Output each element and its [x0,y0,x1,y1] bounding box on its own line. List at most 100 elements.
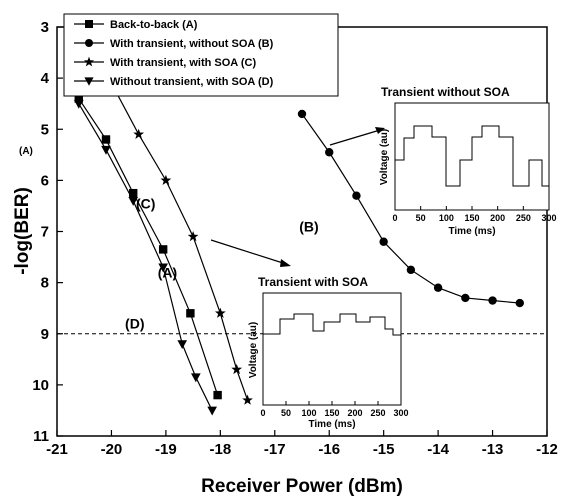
data-point [133,128,145,139]
data-point [515,298,524,308]
data-point [101,135,111,144]
x-axis-title: Receiver Power (dBm) [201,476,403,497]
inset-tick-label: 300 [541,213,556,223]
data-point [158,245,168,254]
legend-marker [85,39,93,47]
data-point [379,237,388,246]
data-point [231,363,243,375]
inset-without-soa-xlabel: Time (ms) [448,226,495,237]
x-tick-label: -12 [536,441,558,458]
arrowhead-inset-with-soa [280,259,291,267]
y-tick-label: 11 [33,428,49,445]
side-note-label: (A) [19,146,33,157]
data-point [191,373,201,383]
arrowhead-inset-without-soa [375,127,385,134]
inset-tick-label: 50 [281,408,291,418]
series-line [113,88,249,401]
series-2 [297,109,524,308]
x-tick-label: -16 [318,441,340,458]
inset-tick-label: 100 [439,213,454,223]
series-1 [74,94,222,400]
data-point [352,191,361,200]
inset-tick-label: 100 [301,408,316,418]
inset-without-soa-ticks: 0 50 100 150 200 250 300 [392,206,557,223]
inset-tick-label: 50 [416,213,426,223]
data-point [73,99,84,109]
legend-box [63,13,339,97]
data-point [433,283,443,292]
y-axis-title: -log(BER) [12,187,33,275]
y-tick-label: 4 [41,70,50,87]
data-point [128,197,139,206]
series-3 [108,82,253,405]
inset-tick-label: 200 [490,213,505,223]
legend-label: With transient, with SOA (C) [110,57,256,69]
x-tick-label: -17 [264,441,286,458]
legend-item: With transient, without SOA (B) [74,38,274,50]
data-point [158,263,168,273]
annotation-layer: (A) (B) (C) (D) [125,195,319,331]
y-tick-label: 5 [41,121,49,138]
legend-item: With transient, with SOA (C) [74,56,256,69]
data-point [101,145,111,155]
y-axis-ticks: 3 4 5 6 7 8 9 10 11 [32,19,63,445]
data-point [207,406,217,416]
inset-with-soa: Transient with SOA 0 50 100 150 200 250 300 Ti… [248,275,409,430]
y-tick-label: 6 [41,172,49,189]
x-axis-ticks: -21 -20 -19 -18 -17 -16 -15 -14 -13 -12 [46,430,558,458]
y-tick-label: 10 [32,377,49,394]
x-tick-label: -13 [482,441,504,458]
plot-area: -21 -20 -19 -18 -17 -16 -15 -14 -13 -12 3 4 5 6 7 8 9 10… [32,19,558,458]
inset-with-soa-frame [262,292,402,406]
inset-tick-label: 250 [370,408,385,418]
inset-with-soa-trace [263,313,401,336]
data-point [406,265,416,275]
curve-annotation: (A) [158,265,177,281]
data-point [488,296,497,305]
y-tick-label: 8 [41,275,49,292]
legend-label: Without transient, with SOA (D) [110,76,274,88]
inset-tick-label: 0 [260,408,265,418]
legend-marker [83,56,95,67]
inset-tick-label: 0 [392,213,397,223]
data-point [187,230,199,242]
data-point [160,174,172,185]
inset-with-soa-title: Transient with SOA [258,275,368,289]
inset-tick-label: 250 [516,213,531,223]
legend-item: Back-to-back (A) [74,19,198,31]
series-line [78,98,219,396]
y-tick-label: 7 [41,224,49,241]
inset-tick-label: 300 [393,408,408,418]
data-point [325,148,334,157]
inset-with-soa-ylabel: Voltage (au) [248,322,259,378]
legend-label: With transient, without SOA (B) [110,38,274,50]
x-tick-label: -15 [373,441,395,458]
curve-annotation: (D) [125,316,144,332]
inset-with-soa-xlabel: Time (ms) [308,419,355,430]
legend-item: Without transient, with SOA (D) [74,76,274,88]
curve-annotation: (C) [136,195,155,211]
x-tick-label: -21 [46,441,68,458]
data-point [74,94,83,103]
data-point [242,394,253,405]
arrow-to-inset-without-soa [329,129,381,146]
legend-label: Back-to-back (A) [110,19,198,31]
series-layer [73,82,524,416]
data-point [297,109,307,119]
data-point [461,293,470,303]
inset-tick-label: 150 [464,213,479,223]
legend-marker [84,77,94,86]
inset-without-soa-trace [395,125,549,187]
inset-without-soa-title: Transient without SOA [381,85,510,99]
data-point [186,309,195,318]
inset-without-soa: Transient without SOA 0 50 100 150 200 250 300… [379,85,557,237]
curve-annotation: (B) [299,219,318,235]
arrow-to-inset-with-soa [210,239,287,265]
x-tick-label: -19 [155,441,177,458]
series-4 [73,99,217,416]
legend-marker [85,20,93,28]
data-point [214,307,226,318]
y-tick-label: 9 [41,326,49,343]
x-tick-label: -18 [209,441,231,458]
